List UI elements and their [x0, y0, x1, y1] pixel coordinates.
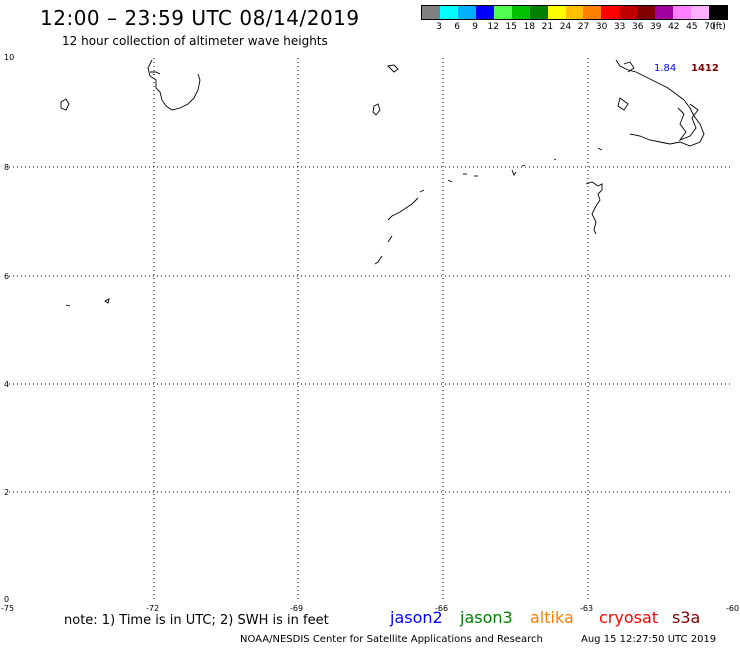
coastline-fragment	[150, 71, 161, 75]
lat-tick-label: 8	[4, 163, 9, 172]
legend-swatch	[547, 6, 566, 19]
coastline-islet	[387, 64, 399, 73]
legend-label: 39	[650, 22, 662, 32]
coastline-delta-channels	[677, 103, 699, 142]
page-subtitle: 12 hour collection of altimeter wave hei…	[62, 34, 328, 48]
coastline-islet	[511, 169, 517, 176]
legend-label: 42	[668, 22, 680, 32]
legend-swatch	[439, 6, 458, 19]
footer-timestamp: Aug 15 12:27:50 UTC 2019	[581, 634, 717, 645]
coastline-paraguana	[147, 59, 201, 111]
satellite-label-cryosat: cryosat	[599, 608, 659, 627]
legend-label: 27	[577, 22, 590, 32]
lat-tick-label: 10	[4, 53, 14, 62]
page-title: 12:00 – 23:59 UTC 08/14/2019	[40, 6, 360, 30]
legend-swatch	[565, 6, 584, 19]
legend-color-bar	[421, 5, 728, 20]
legend-label: 24	[559, 22, 572, 32]
legend-label: 30	[595, 22, 608, 32]
lat-tick-label: 4	[4, 380, 9, 389]
coastline-islet	[521, 164, 526, 167]
legend-label: 70	[704, 22, 716, 32]
coastline-islet	[65, 304, 71, 307]
legend-label: 36	[631, 22, 644, 32]
coastline-islet	[617, 97, 629, 111]
legend-swatch	[583, 6, 602, 19]
legend-label: 33	[613, 22, 626, 32]
satellite-label-jason2: jason2	[390, 608, 443, 627]
legend-swatch	[511, 6, 530, 19]
coastline-fragment	[623, 61, 635, 73]
legend-label: 6	[454, 22, 460, 32]
lat-tick-label: 2	[4, 488, 9, 497]
coastline-islet-chain	[387, 197, 419, 221]
coastline-islet	[372, 103, 381, 116]
legend-label: 15	[505, 22, 518, 32]
lon-tick-label: -66	[435, 604, 448, 613]
legend-label: 9	[472, 22, 479, 32]
legend-labels: 3 6 9 12 15 18 21 24 27 30 33 36 39 42 45 70 (ft)	[421, 22, 728, 34]
satellite-label-jason3: jason3	[460, 608, 513, 627]
coastline-islet	[419, 189, 425, 193]
legend-label: 18	[523, 22, 536, 32]
lon-tick-label: -69	[290, 604, 303, 613]
legend-swatch	[493, 6, 512, 19]
legend-swatch	[691, 6, 709, 19]
legend-swatch	[529, 6, 548, 19]
map-grid	[9, 58, 733, 600]
lat-tick-label: 0	[4, 595, 9, 604]
coastline-islet	[553, 158, 557, 161]
legend-swatch	[457, 6, 476, 19]
legend-swatch	[475, 6, 494, 19]
coastlines	[60, 59, 705, 307]
lon-tick-label: -75	[1, 604, 14, 613]
legend-label: 12	[487, 22, 499, 32]
swh-value-label: 1.84	[654, 63, 676, 74]
legend-swatch	[619, 6, 638, 19]
satellite-label-altika: altika	[530, 608, 574, 627]
legend-swatch	[655, 6, 674, 19]
lon-tick-label: -63	[580, 604, 593, 613]
wave-height-legend: 3 6 9 12 15 18 21 24 27 30 33 36 39 42 45 70 (ft)	[421, 5, 728, 35]
legend-swatch	[673, 6, 692, 19]
satellite-label-s3a: s3a	[672, 608, 701, 627]
lat-tick-label: 6	[4, 272, 9, 281]
coastline-islet	[447, 179, 453, 183]
legend-label: 21	[541, 22, 554, 32]
legend-swatch	[422, 6, 440, 19]
legend-label: (ft)	[712, 22, 726, 32]
legend-swatch	[709, 6, 727, 19]
coastline-islet	[60, 98, 70, 111]
legend-swatch	[637, 6, 656, 19]
coastline-islet	[387, 235, 393, 243]
footer-note: note: 1) Time is in UTC; 2) SWH is in fe…	[64, 613, 329, 628]
legend-swatch	[601, 6, 620, 19]
lon-tick-label: -72	[146, 604, 159, 613]
track-id-label: 1412	[691, 63, 719, 74]
coastline-islet	[104, 298, 110, 304]
legend-label: 45	[686, 22, 698, 32]
lon-tick-label: -60	[726, 604, 739, 613]
coastline-guyana	[615, 59, 705, 147]
footer-credit: NOAA/NESDIS Center for Satellite Applica…	[240, 634, 543, 645]
legend-label: 3	[436, 22, 442, 32]
coastline-islet	[374, 255, 383, 265]
coastline-trinidad-delta	[585, 181, 603, 235]
coastline-islet	[597, 147, 603, 151]
